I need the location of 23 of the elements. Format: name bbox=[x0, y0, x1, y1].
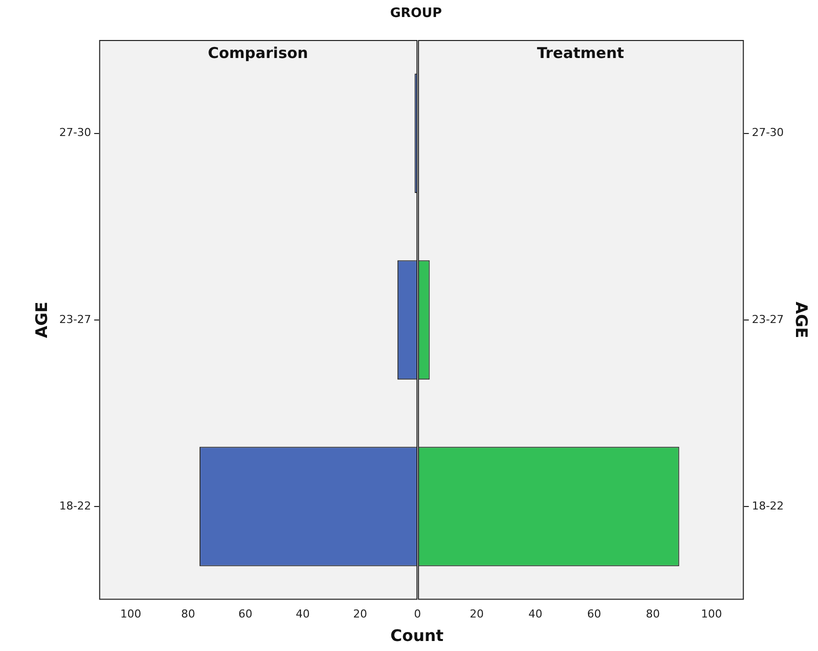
x-tick-label: 100 bbox=[700, 607, 722, 620]
y-tick-label: 23-27 bbox=[751, 312, 784, 326]
y2-axis-title: AGE bbox=[792, 302, 811, 338]
y-tick-label: 18-22 bbox=[751, 499, 784, 512]
y-tick-label: 27-30 bbox=[59, 126, 92, 140]
x-tick-label: 20 bbox=[469, 607, 484, 620]
y-axis-title: AGE bbox=[32, 302, 51, 338]
x-tick-label: 40 bbox=[296, 607, 310, 620]
y-tick-label: 27-30 bbox=[751, 126, 784, 140]
x-tick-label: 0 bbox=[414, 607, 421, 620]
x-tick-label: 40 bbox=[528, 607, 542, 620]
chart-title: Comparison bbox=[206, 44, 310, 62]
y-tick-label: 23-27 bbox=[59, 312, 92, 326]
x-tick-label: 60 bbox=[586, 607, 601, 620]
x-tick-label: 20 bbox=[353, 607, 368, 620]
text: GROUP bbox=[389, 6, 443, 21]
x-tick-label: 60 bbox=[238, 607, 252, 620]
chart-title: Treatment bbox=[536, 44, 626, 62]
x-axis-title: Count bbox=[389, 626, 445, 645]
x-tick-label: 80 bbox=[181, 607, 196, 620]
y-tick-label: 18-22 bbox=[59, 499, 92, 512]
x-tick-label: 80 bbox=[645, 607, 660, 620]
x-tick-label: 100 bbox=[120, 607, 142, 620]
